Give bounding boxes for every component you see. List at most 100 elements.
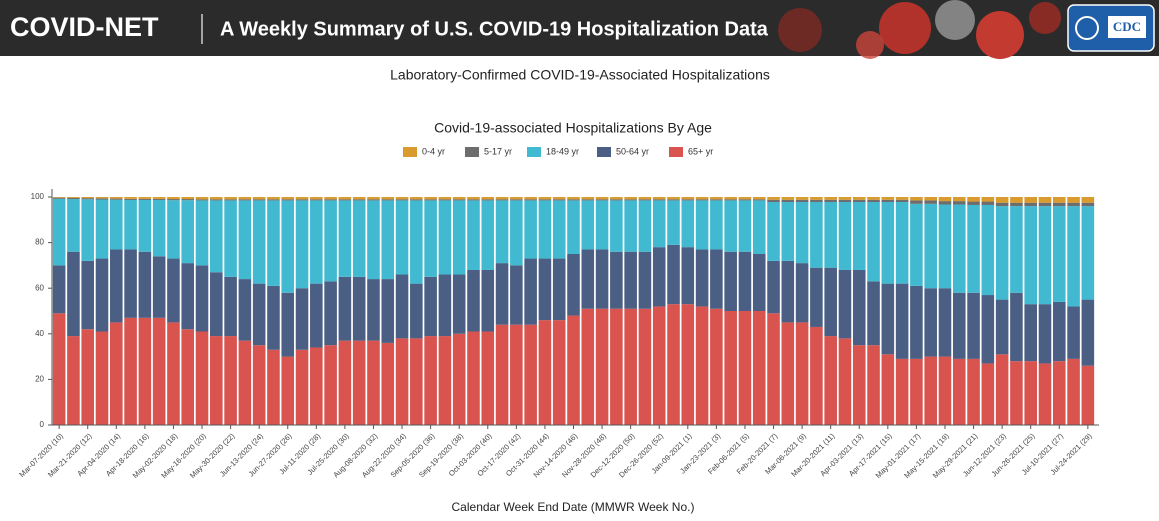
bar-segment (95, 199, 109, 259)
bar-segment (110, 322, 123, 425)
bar-segment (81, 197, 95, 199)
bar-segment (810, 199, 823, 203)
bar-segment (567, 254, 580, 316)
bar-segment (995, 202, 1009, 207)
bar-segment (295, 199, 309, 201)
bar-segment (938, 204, 952, 289)
bar-segment (538, 197, 552, 200)
bar-segment (1067, 206, 1080, 307)
bar-segment (910, 197, 923, 201)
bar-segment (81, 329, 95, 425)
legend-label: 18-49 yr (546, 146, 579, 156)
bar-segment (952, 292, 966, 359)
bar-segment (210, 272, 223, 337)
bar-segment (652, 306, 666, 425)
bar-segment (452, 197, 466, 200)
bar-segment (67, 197, 80, 200)
bar-segment (724, 197, 737, 200)
bar-segment (581, 200, 595, 250)
bar-segment (410, 283, 423, 339)
bar-segment (910, 200, 923, 204)
bar-segment (267, 200, 280, 286)
bar-segment (681, 247, 695, 305)
bar-segment (538, 320, 552, 425)
bar-segment (581, 249, 595, 309)
bar-segment (452, 200, 466, 275)
bar-segment (895, 197, 909, 200)
bar-segment (1067, 197, 1080, 203)
bar-segment (838, 199, 852, 203)
bar-segment (981, 197, 995, 202)
bar-segment (552, 258, 566, 321)
bar-segment (938, 201, 952, 205)
bar-segment (1067, 202, 1080, 207)
bar-segment (895, 358, 909, 425)
bar-segment (795, 199, 809, 203)
bar-segment (310, 347, 323, 425)
bar-segment (181, 263, 195, 330)
bar-segment (1038, 197, 1052, 203)
bar-segment (67, 336, 80, 425)
bar-segment (281, 197, 295, 200)
bar-segment (195, 197, 209, 200)
bar-segment (467, 269, 480, 332)
bar-segment (252, 345, 266, 425)
bar-segment (1052, 301, 1066, 362)
bar-segment (1081, 197, 1095, 203)
bar-segment (124, 199, 137, 250)
bar-segment (324, 345, 337, 425)
bar-segment (681, 200, 695, 248)
bar-segment (481, 200, 495, 270)
bar-segment (467, 200, 480, 270)
bar-segment (452, 199, 466, 201)
bar-segment (481, 331, 495, 425)
bar-segment (581, 308, 595, 425)
legend-swatch (669, 147, 683, 157)
bar-segment (510, 197, 523, 200)
bar-segment (181, 329, 195, 425)
bar-segment (481, 197, 495, 200)
bar-segment (138, 197, 152, 199)
bar-segment (710, 308, 723, 425)
bar-segment (381, 197, 395, 200)
bar-segment (552, 197, 566, 200)
bar-segment (738, 197, 752, 200)
bar-segment (95, 258, 109, 332)
bar-segment (981, 204, 995, 296)
bar-segment (667, 197, 680, 200)
bar-segment (181, 200, 195, 264)
bar-segment (481, 199, 495, 201)
legend-swatch (465, 147, 479, 157)
bar-segment (824, 267, 837, 337)
bar-segment (1010, 361, 1023, 425)
y-tick-label: 60 (35, 283, 44, 292)
bar-segment (81, 199, 95, 261)
bar-segment (138, 198, 152, 200)
bar-segment (495, 197, 509, 200)
bar-segment (238, 340, 252, 425)
bar-segment (138, 199, 152, 252)
bar-segment (452, 333, 466, 425)
bar-segment (367, 200, 380, 280)
bar-segment (310, 283, 323, 348)
bar-segment (438, 336, 452, 425)
bar-segment (281, 199, 295, 201)
bar-segment (995, 197, 1009, 203)
bar-segment (1038, 363, 1052, 425)
tagline: A Weekly Summary of U.S. COVID-19 Hospit… (220, 18, 769, 40)
bar-segment (295, 200, 309, 289)
bar-segment (481, 269, 495, 332)
bar-segment (424, 197, 437, 200)
bar-segment (638, 308, 652, 425)
bar-segment (95, 197, 109, 199)
bar-segment (710, 199, 723, 201)
bar-segment (224, 276, 237, 337)
bar-segment (267, 349, 280, 425)
bar-segment (867, 197, 880, 200)
bar-segment (738, 199, 752, 201)
bar-segment (1038, 206, 1052, 305)
bar-segment (624, 308, 637, 425)
bar-segment (152, 199, 166, 257)
bar-segment (995, 299, 1009, 355)
chart-title: Covid-19-associated Hospitalizations By … (434, 120, 712, 136)
